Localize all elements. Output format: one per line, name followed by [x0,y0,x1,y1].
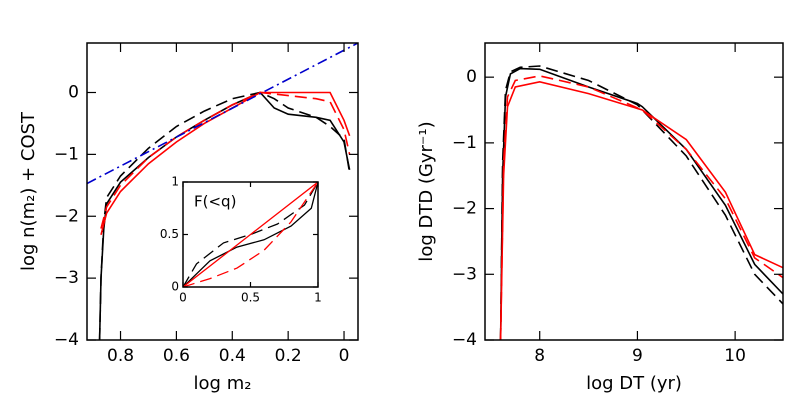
y-tick-label: 0 [171,280,179,294]
y-tick-label: −4 [54,330,79,350]
plot-frame [86,42,359,341]
y-tick-label: −4 [452,330,477,350]
y-tick-label: −3 [452,264,477,284]
data-line [499,65,783,340]
x-tick-label: 10 [724,346,746,366]
x-tick-label: 1 [314,291,322,305]
x-tick-label: 0.5 [241,291,260,305]
y-tick-label: 0.5 [160,227,179,241]
x-tick-label: 0.8 [107,346,134,366]
y-axis-label: log n(m₂) + COST [18,111,39,271]
x-tick-label: 0 [339,346,350,366]
data-line [100,91,351,229]
y-tick-label: −3 [54,268,79,288]
x-axis-label: log DT (yr) [586,373,682,394]
x-tick-label: 0.4 [219,346,246,366]
x-tick-label: 9 [632,346,643,366]
data-line [183,182,318,287]
inset-label: F(<q) [194,193,236,211]
y-tick-label: −1 [54,144,79,164]
data-line [183,182,318,287]
x-tick-label: 0.2 [275,346,302,366]
x-tick-label: 0.6 [163,346,190,366]
x-tick-label: 0 [179,291,187,305]
y-tick-label: −2 [54,206,79,226]
data-line [499,80,783,340]
data-line [183,182,318,287]
data-line [183,182,318,287]
y-axis-label: log DTD (Gyr⁻¹) [416,121,437,261]
x-axis-label: log m₂ [194,373,252,394]
data-line [87,43,358,185]
y-tick-label: −2 [452,199,477,219]
y-tick-label: 0 [466,67,477,87]
x-tick-label: 8 [534,346,545,366]
y-tick-label: 1 [171,175,179,189]
plot-frame [484,42,784,341]
data-line [100,91,351,236]
data-line [499,75,783,340]
y-tick-label: 0 [68,83,79,103]
y-tick-label: −1 [452,133,477,153]
